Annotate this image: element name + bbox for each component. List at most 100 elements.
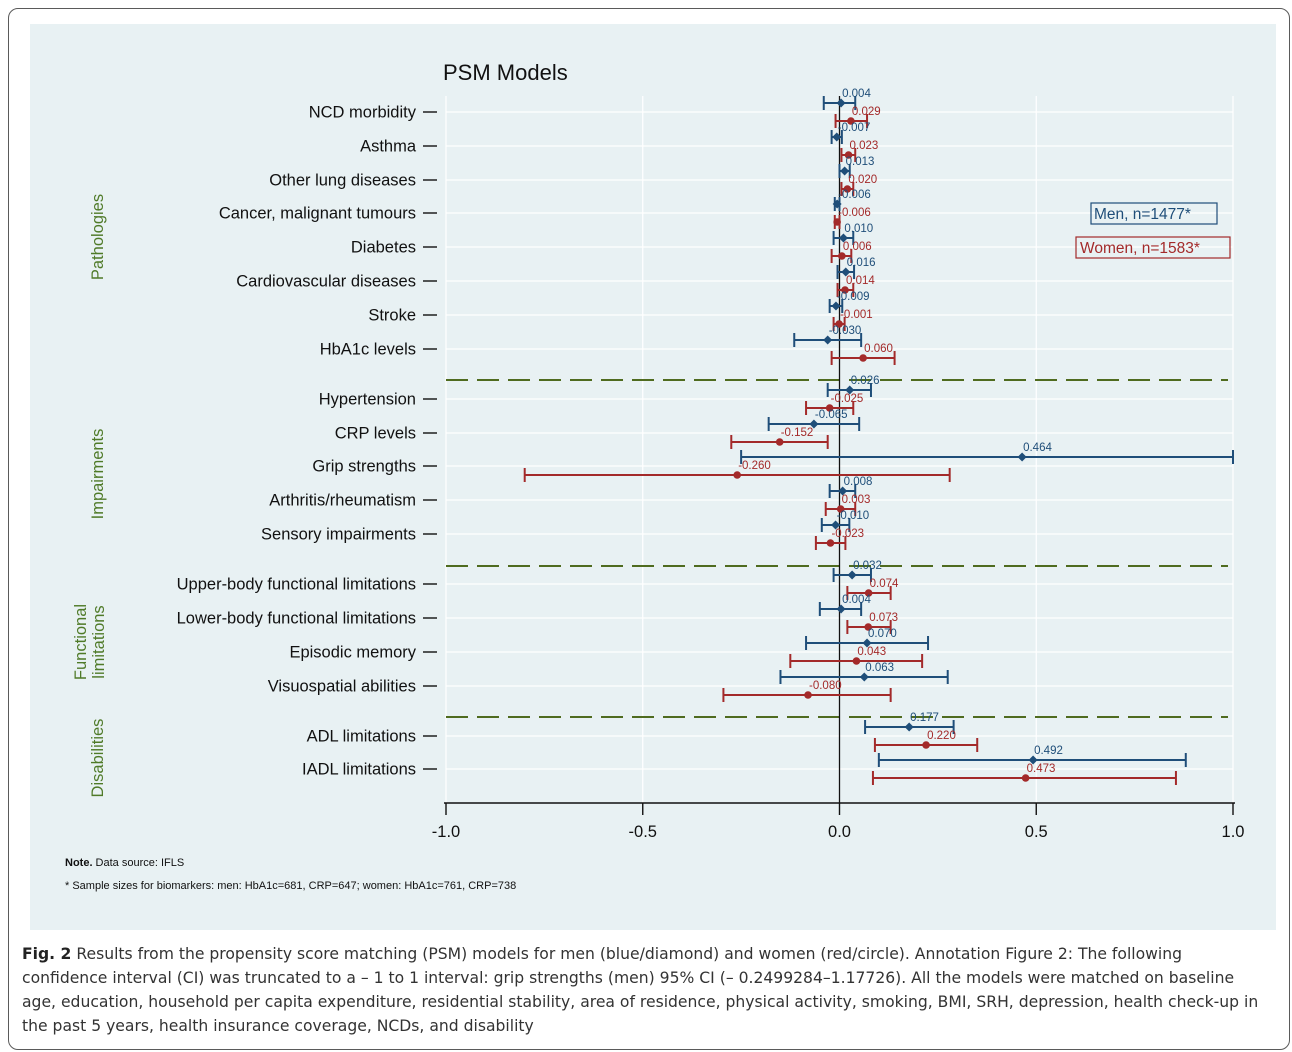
caption-label: Fig. 2 — [22, 945, 72, 963]
outcome-label: Hypertension — [319, 391, 416, 409]
women-circle-marker — [733, 471, 741, 479]
outcome-label: Cardiovascular diseases — [236, 273, 416, 291]
men-estimate-label: 0.013 — [846, 156, 875, 168]
men-estimate-label: 0.010 — [844, 223, 873, 235]
men-diamond-marker — [845, 385, 855, 395]
outcome-label: Asthma — [360, 138, 417, 156]
outcome-label: Cancer, malignant tumours — [219, 205, 416, 223]
figure-caption: Fig. 2 Results from the propensity score… — [22, 942, 1272, 1038]
x-tick-label: 0.5 — [1025, 823, 1048, 841]
x-tick-label: -0.5 — [629, 823, 657, 841]
legend: Men, n=1477* Women, n=1583* — [1075, 202, 1231, 259]
outcome-label: HbA1c levels — [320, 341, 416, 359]
women-circle-marker — [826, 539, 835, 547]
group-label-line: Functional — [72, 604, 90, 680]
men-estimate-label: 0.004 — [842, 594, 871, 606]
women-estimate-label: 0.073 — [869, 612, 898, 624]
women-circle-marker — [847, 117, 855, 125]
women-estimate-label: -0.001 — [840, 309, 873, 321]
women-estimate-label: 0.220 — [927, 730, 956, 742]
men-estimate-label: -0.065 — [815, 409, 848, 421]
women-estimate-label: -0.025 — [831, 393, 864, 405]
men-diamond-marker — [838, 486, 848, 496]
men-diamond-marker — [1017, 452, 1027, 462]
men-estimate-label: 0.492 — [1034, 745, 1063, 757]
x-tick-label: 1.0 — [1222, 823, 1245, 841]
men-diamond-marker — [841, 267, 851, 277]
note-label: Note. — [65, 857, 93, 869]
men-estimate-label: 0.177 — [910, 712, 939, 724]
women-estimate-label: -0.080 — [809, 680, 842, 692]
caption-text: Results from the propensity score matchi… — [22, 945, 1259, 1035]
outcome-label: IADL limitations — [302, 761, 416, 779]
outcome-label: NCD morbidity — [309, 104, 417, 122]
x-axis: -1.0 -0.5 0.0 0.5 1.0 — [432, 802, 1245, 841]
women-estimate-label: -0.260 — [738, 460, 771, 472]
men-estimate-label: -0.030 — [829, 325, 862, 337]
men-diamond-marker — [904, 722, 914, 732]
women-circle-marker — [843, 185, 852, 193]
women-estimate-label: 0.074 — [870, 578, 899, 590]
outcome-labels: NCD morbidity Asthma Other lung diseases Ca… — [177, 104, 437, 779]
women-estimate-label: -0.152 — [781, 427, 814, 439]
group-label: Pathologies — [89, 194, 107, 280]
women-estimate-label: 0.014 — [846, 275, 875, 287]
women-circle-marker — [775, 438, 784, 446]
women-estimate-label: 0.473 — [1027, 763, 1056, 775]
forest-plot: 0.004 0.029 -0.007 0.023 0.013 0.020 -0.006 -0.… — [65, 60, 1245, 892]
women-estimate-label: 0.060 — [864, 343, 893, 355]
women-estimate-label: 0.020 — [848, 174, 877, 186]
men-diamond-marker — [847, 570, 857, 580]
women-estimate-label: 0.043 — [857, 646, 886, 658]
x-tick-label: -1.0 — [432, 823, 460, 841]
men-diamond-marker — [1028, 755, 1038, 765]
outcome-label: Lower-body functional limitations — [177, 610, 416, 628]
group-labels: Pathologies Impairments Functionallimitati… — [72, 194, 108, 798]
note-sample-sizes: * Sample sizes for biomarkers: men: HbA1… — [65, 880, 516, 892]
women-circle-marker — [859, 354, 867, 362]
group-separators — [446, 379, 1228, 718]
men-diamond-marker — [823, 335, 833, 345]
x-tick-label: 0.0 — [828, 823, 851, 841]
men-estimate-label: 0.004 — [842, 88, 871, 100]
women-circle-marker — [833, 218, 841, 226]
legend-women-label: Women, n=1583* — [1080, 240, 1200, 257]
outcome-label: Other lung diseases — [269, 172, 416, 190]
group-label: Impairments — [89, 429, 107, 520]
note-source: Note. Data source: IFLS — [65, 857, 184, 869]
group-label: Disabilities — [89, 719, 107, 798]
outcome-label: Episodic memory — [289, 644, 416, 662]
legend-women-box — [1075, 236, 1231, 259]
legend-men-box — [1090, 202, 1218, 225]
women-circle-marker — [864, 623, 873, 631]
group-label: Functionallimitations — [72, 604, 108, 680]
men-estimate-label: 0.026 — [851, 375, 880, 387]
note-text: Data source: IFLS — [93, 857, 185, 869]
men-diamond-marker — [859, 672, 869, 682]
men-estimate-label: -0.007 — [838, 122, 871, 134]
men-diamond-marker — [836, 604, 846, 614]
women-circle-marker — [825, 404, 834, 412]
men-diamond-marker — [832, 132, 842, 142]
outcome-label: Stroke — [368, 307, 416, 325]
men-estimate-label: 0.063 — [865, 662, 894, 674]
women-circle-marker — [838, 252, 846, 260]
women-circle-marker — [922, 741, 930, 749]
women-circle-marker — [864, 589, 873, 597]
men-estimate-label: 0.032 — [853, 560, 882, 572]
men-estimate-label: 0.464 — [1023, 442, 1052, 454]
men-diamond-marker — [862, 638, 872, 648]
outcome-label: Grip strengths — [312, 458, 416, 476]
men-diamond-marker — [836, 98, 846, 108]
men-diamond-marker — [838, 233, 848, 243]
women-circle-marker — [844, 151, 853, 159]
women-circle-marker — [841, 286, 849, 294]
women-circle-marker — [836, 505, 845, 513]
outcome-label: Diabetes — [351, 239, 416, 257]
chart-title: PSM Models — [443, 60, 568, 85]
men-estimate-label: 0.016 — [847, 257, 876, 269]
men-estimate-label: 0.008 — [844, 476, 873, 488]
outcome-label: Upper-body functional limitations — [177, 576, 416, 594]
women-circle-marker — [835, 320, 843, 328]
legend-men-label: Men, n=1477* — [1094, 206, 1191, 223]
